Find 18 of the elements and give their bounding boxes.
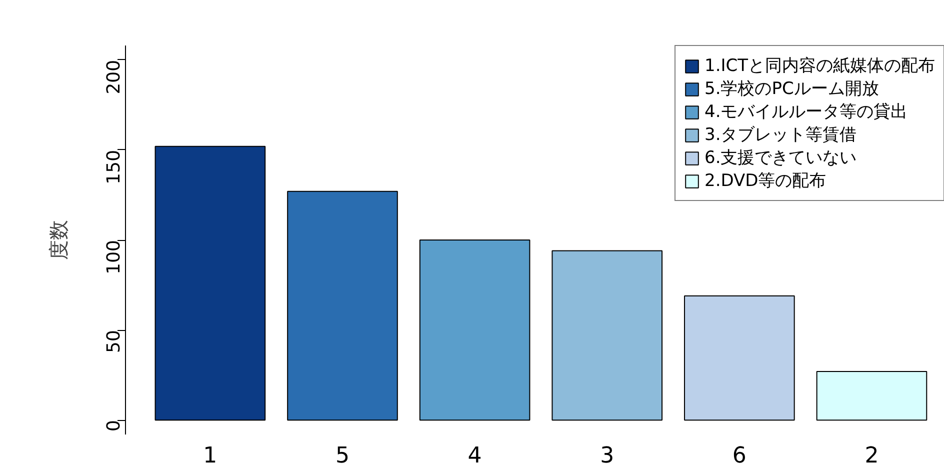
legend-label: 6.支援できていない xyxy=(704,147,857,169)
y-tick-label: 50 xyxy=(104,330,124,353)
x-tick-label: 4 xyxy=(468,444,482,468)
y-tick-label: 150 xyxy=(104,150,124,184)
x-tick-label: 1 xyxy=(203,444,218,468)
legend-label: 2.DVD等の配布 xyxy=(704,170,826,192)
x-tick-label: 3 xyxy=(600,444,614,468)
legend-label: 4.モバイルルータ等の貸出 xyxy=(704,101,908,123)
legend-label: 5.学校のPCルーム開放 xyxy=(704,78,879,100)
x-tick-label: 6 xyxy=(732,444,746,468)
y-tick-label: 200 xyxy=(104,60,124,94)
legend-label: 1.ICTと同内容の紙媒体の配布 xyxy=(704,55,935,77)
y-tick-label: 0 xyxy=(104,420,124,432)
x-tick-label: 5 xyxy=(335,444,350,468)
legend-label: 3.タブレット等賃借 xyxy=(704,124,857,146)
x-tick-label: 2 xyxy=(864,444,879,468)
y-tick-label: 100 xyxy=(104,240,124,274)
y-axis-title: 度数 xyxy=(46,220,70,260)
